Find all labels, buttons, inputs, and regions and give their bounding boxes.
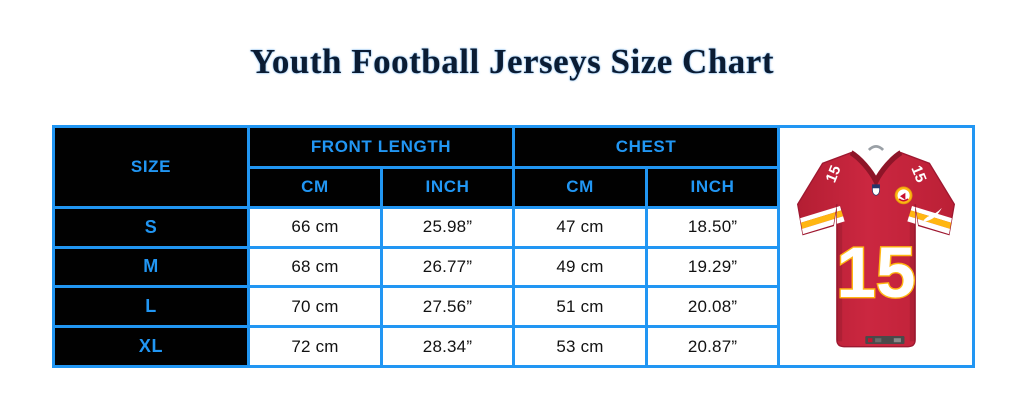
header-front-length: FRONT LENGTH [246,125,516,169]
jersey-illustration: 15 15 [796,144,956,347]
size-chart-table: SIZE FRONT LENGTH CHEST [52,125,976,368]
v-neck-collar [849,149,903,187]
nike-swoosh-icon [923,207,942,221]
chest-inch-value: 20.87” [645,325,781,368]
chest-cm-value: 51 cm [512,285,649,329]
chest-inch-value: 19.29” [645,245,781,289]
front-length-cm-value: 70 cm [247,285,383,329]
front-length-cm-value: 72 cm [247,325,383,368]
subheader-front-inch: INCH [379,165,516,209]
header-size: SIZE [52,125,250,209]
subheader-front-cm: CM [247,165,383,209]
front-length-cm-value: 66 cm [247,205,383,249]
front-length-inch-value: 27.56” [379,285,516,329]
shoulder-number-left: 15 [823,163,845,185]
hanger-loop [867,144,885,151]
team-logo-patch [894,185,913,204]
chest-cm-value: 53 cm [512,325,649,368]
chest-cm-value: 49 cm [512,245,649,289]
table-row-s: S 66 cm 25.98” 47 cm 18.50” [52,205,974,249]
chest-inch-value: 20.08” [645,285,781,329]
subheader-chest-inch: INCH [645,165,781,209]
table-row-m: M 68 cm 26.77” 49 cm 19.29” [52,245,974,289]
front-length-inch-value: 26.77” [379,245,516,289]
front-length-inch-value: 25.98” [379,205,516,249]
side-mesh-panels [835,207,917,341]
jock-tag [865,335,905,344]
chest-cm-value: 47 cm [512,205,649,249]
chest-inch-value: 18.50” [645,205,781,249]
table-row-xl: XL 72 cm 28.34” 53 cm 20.87” [52,325,974,368]
table-row-l: L 70 cm 27.56” 51 cm 20.08” [52,285,974,329]
page-title: Youth Football Jerseys Size Chart [250,42,774,81]
size-label: XL [52,325,250,368]
jersey-photo: 15 15 [782,130,971,364]
header-chest: CHEST [512,125,781,169]
size-label: S [52,205,250,249]
size-label: M [52,245,250,289]
chest-number: 15 [836,233,915,312]
jersey-image-cell: 15 15 [777,125,976,368]
front-length-cm-value: 68 cm [247,245,383,289]
front-length-inch-value: 28.34” [379,325,516,368]
subheader-chest-cm: CM [512,165,649,209]
size-label: L [52,285,250,329]
nfl-shield-logo [872,183,880,196]
shoulder-number-right: 15 [907,163,929,185]
